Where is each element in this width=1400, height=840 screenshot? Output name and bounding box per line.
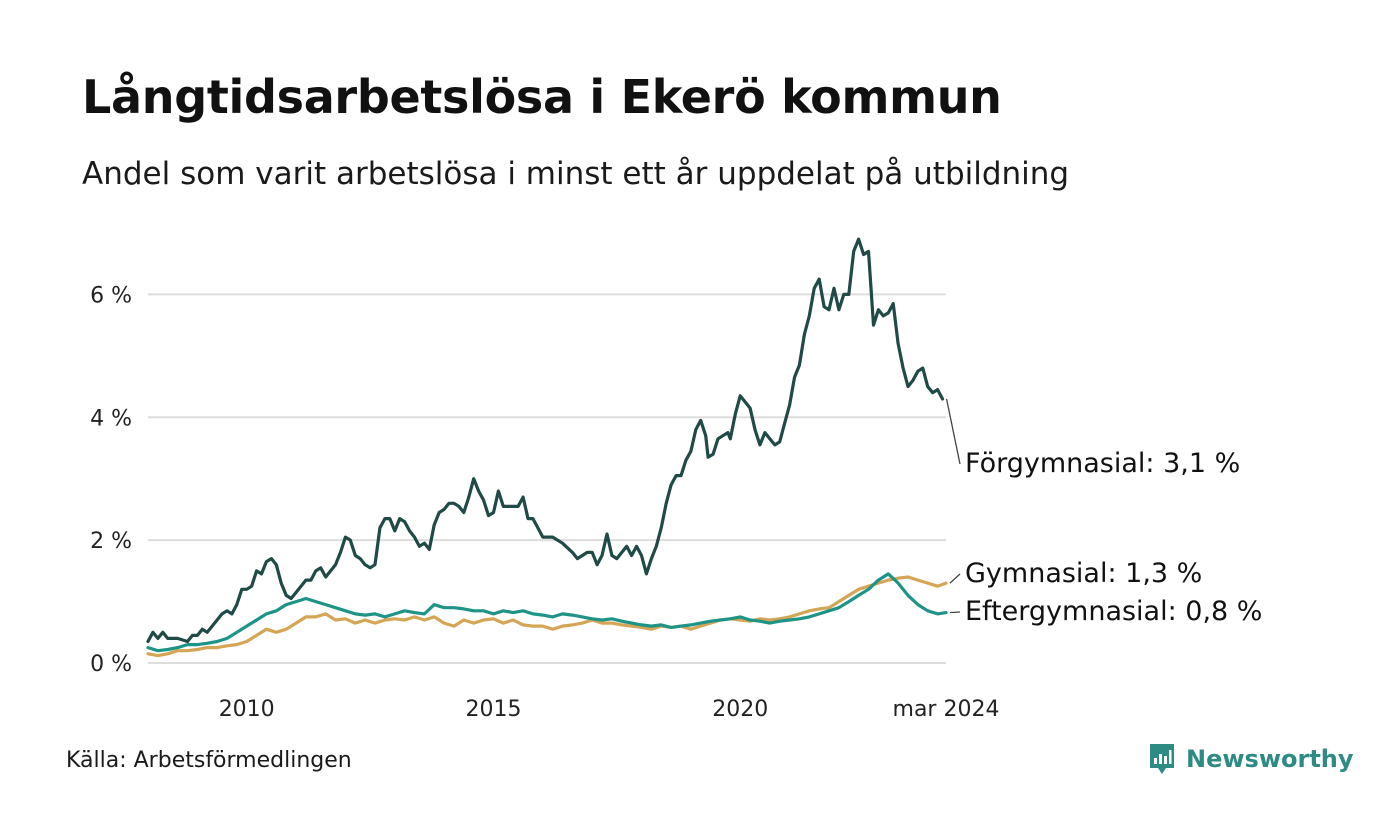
y-tick-label: 0 % bbox=[90, 652, 132, 677]
bar-chart-icon bbox=[1150, 744, 1174, 774]
series-line-gymnasial bbox=[146, 575, 948, 658]
end-label-leader-gymnasial bbox=[949, 573, 961, 584]
end-label-leader-forgymnasial bbox=[945, 398, 961, 465]
end-label-gymnasial: Gymnasial: 1,3 % bbox=[965, 558, 1202, 589]
x-axis-ticks: 2010 2015 2020 mar 2024 bbox=[219, 697, 1000, 722]
newsworthy-logo: Newsworthy bbox=[1148, 742, 1354, 776]
brand-name: Newsworthy bbox=[1186, 745, 1354, 773]
series-line-eftergymnasial bbox=[146, 572, 948, 653]
x-tick-label: mar 2024 bbox=[893, 697, 1000, 722]
end-label-forgymnasial: Förgymnasial: 3,1 % bbox=[965, 448, 1240, 479]
series-line-forgymnasial bbox=[146, 237, 945, 644]
series-lines bbox=[146, 237, 948, 658]
y-tick-label: 2 % bbox=[90, 529, 132, 554]
end-labels: Gymnasial: 1,3 % Eftergymnasial: 0,8 % För… bbox=[945, 398, 1262, 627]
source-note: Källa: Arbetsförmedlingen bbox=[66, 748, 352, 773]
x-tick-label: 2020 bbox=[712, 697, 768, 722]
x-tick-label: 2015 bbox=[465, 697, 521, 722]
y-tick-label: 6 % bbox=[90, 283, 132, 308]
x-tick-label: 2010 bbox=[219, 697, 275, 722]
end-label-leader-eftergymnasial bbox=[949, 611, 961, 614]
y-axis-ticks: 0 % 2 % 4 % 6 % bbox=[90, 283, 132, 677]
chart-subtitle: Andel som varit arbetslösa i minst ett å… bbox=[82, 156, 1070, 192]
end-label-eftergymnasial: Eftergymnasial: 0,8 % bbox=[965, 596, 1262, 627]
y-tick-label: 4 % bbox=[90, 406, 132, 431]
chart-title: Långtidsarbetslösa i Ekerö kommun bbox=[82, 70, 1002, 124]
